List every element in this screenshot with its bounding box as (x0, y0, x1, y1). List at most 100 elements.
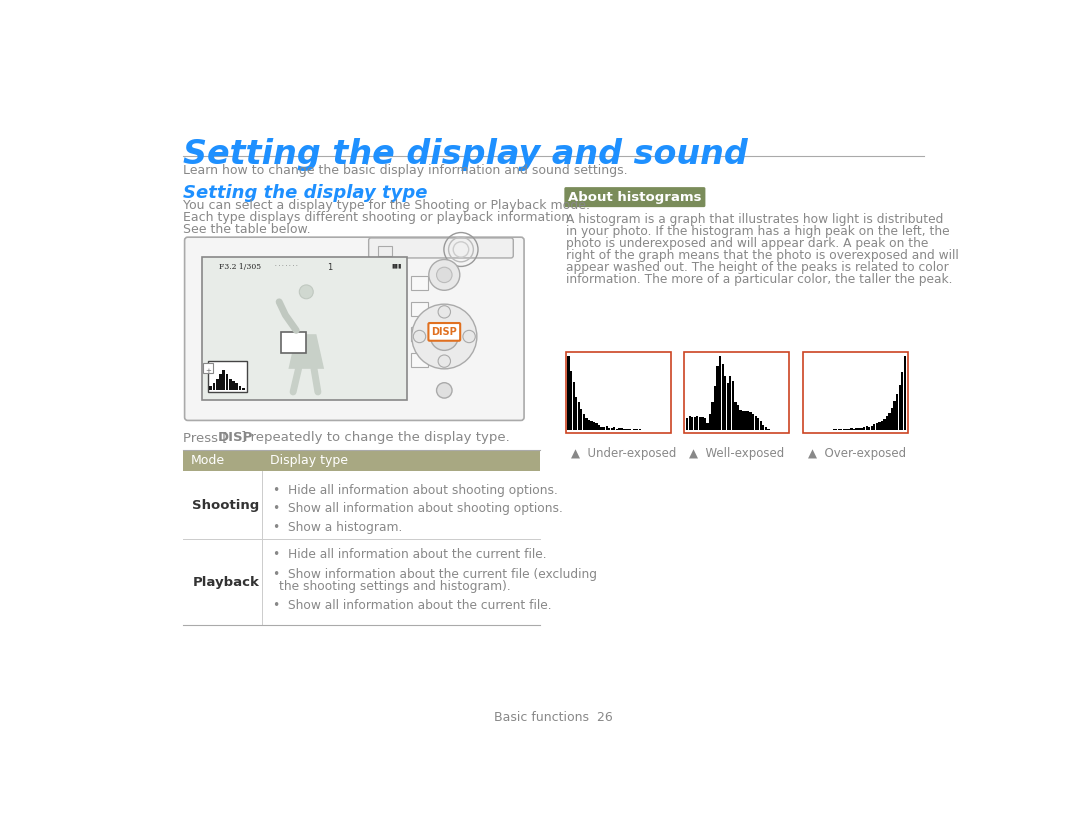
Text: •  Show all information about the current file.: • Show all information about the current… (273, 599, 552, 612)
Text: About histograms: About histograms (568, 191, 702, 204)
Text: ▲  Under-exposed: ▲ Under-exposed (570, 447, 676, 460)
Bar (876, 424, 878, 430)
Bar (689, 416, 691, 430)
Bar (583, 414, 585, 430)
Text: Learn how to change the basic display information and sound settings.: Learn how to change the basic display in… (183, 164, 627, 177)
Text: Each type displays different shooting or playback information.: Each type displays different shooting or… (183, 211, 573, 224)
Bar (210, 385, 213, 390)
Bar (855, 428, 858, 430)
Text: See the table below.: See the table below. (183, 222, 311, 236)
Bar (575, 397, 578, 430)
Bar (610, 428, 613, 430)
Text: F3.2 1/305: F3.2 1/305 (218, 263, 261, 271)
Bar (883, 419, 886, 430)
Bar (865, 426, 868, 430)
Text: photo is underexposed and will appear dark. A peak on the: photo is underexposed and will appear da… (566, 237, 929, 250)
Text: information. The more of a particular color, the taller the peak.: information. The more of a particular co… (566, 273, 953, 286)
Bar (740, 410, 742, 430)
Bar (701, 417, 703, 430)
Bar (222, 370, 226, 390)
Bar (621, 428, 623, 430)
Bar (585, 418, 588, 430)
Bar (721, 363, 724, 430)
Bar (629, 429, 631, 430)
Circle shape (436, 267, 453, 283)
FancyBboxPatch shape (429, 323, 460, 341)
Text: ▲  Well-exposed: ▲ Well-exposed (689, 447, 784, 460)
FancyBboxPatch shape (565, 187, 705, 207)
Bar (737, 404, 739, 430)
Bar (572, 381, 575, 430)
Text: · · · · · · ·: · · · · · · · (275, 263, 298, 268)
Bar (600, 426, 603, 430)
Bar (685, 352, 789, 433)
FancyBboxPatch shape (368, 238, 513, 258)
Text: in your photo. If the histogram has a high peak on the left, the: in your photo. If the histogram has a hi… (566, 225, 949, 238)
Bar (591, 421, 593, 430)
Bar (712, 402, 714, 430)
Bar (616, 429, 618, 430)
Bar (904, 356, 906, 430)
Bar (282, 332, 307, 354)
FancyBboxPatch shape (185, 237, 524, 421)
Bar (729, 377, 731, 430)
Bar (765, 427, 767, 430)
Bar (235, 384, 239, 390)
Text: Playback: Playback (192, 575, 259, 588)
Bar (853, 429, 855, 430)
Circle shape (299, 285, 313, 299)
Bar (896, 394, 899, 430)
Bar (623, 429, 625, 430)
Bar (881, 421, 883, 430)
Bar (410, 302, 428, 315)
Bar (714, 386, 716, 430)
Bar (858, 428, 860, 430)
Bar (848, 429, 850, 430)
Bar (804, 352, 907, 433)
Bar (901, 372, 903, 430)
Bar (724, 376, 727, 430)
Circle shape (436, 383, 453, 398)
Bar (229, 379, 232, 390)
Text: Shooting: Shooting (192, 499, 259, 512)
Circle shape (414, 330, 426, 342)
Text: •  Show all information about shooting options.: • Show all information about shooting op… (273, 502, 563, 515)
Bar (203, 363, 213, 372)
Text: Mode: Mode (191, 454, 225, 467)
Bar (567, 356, 570, 430)
Text: •  Show information about the current file (excluding: • Show information about the current fil… (273, 568, 597, 581)
Polygon shape (288, 334, 324, 369)
Bar (708, 414, 711, 430)
Circle shape (411, 304, 477, 369)
Text: Basic functions  26: Basic functions 26 (495, 711, 612, 724)
Bar (727, 383, 729, 430)
Bar (878, 422, 880, 430)
Text: ] repeatedly to change the display type.: ] repeatedly to change the display type. (241, 431, 510, 444)
Bar (744, 411, 746, 430)
Bar (219, 374, 222, 390)
Bar (752, 414, 754, 430)
Bar (566, 352, 671, 433)
Bar (603, 427, 605, 430)
Bar (183, 539, 540, 625)
Text: ▮▮▮: ▮▮▮ (392, 263, 402, 268)
Circle shape (463, 330, 475, 342)
Bar (719, 356, 721, 430)
Bar (216, 379, 219, 390)
Text: Setting the display type: Setting the display type (183, 184, 428, 202)
Text: You can select a display type for the Shooting or Playback mode.: You can select a display type for the Sh… (183, 200, 590, 213)
Bar (686, 418, 688, 430)
Text: Press [: Press [ (183, 431, 228, 444)
Bar (742, 411, 744, 430)
Bar (207, 361, 246, 392)
Bar (704, 418, 706, 430)
Text: ▲  Over-exposed: ▲ Over-exposed (808, 447, 906, 460)
Bar (886, 416, 888, 430)
Bar (410, 353, 428, 367)
Bar (378, 246, 392, 256)
Text: •  Hide all information about shooting options.: • Hide all information about shooting op… (273, 483, 558, 496)
Text: the shooting settings and histogram).: the shooting settings and histogram). (279, 579, 511, 593)
Bar (183, 451, 540, 471)
Bar (893, 402, 895, 430)
Bar (613, 427, 616, 430)
